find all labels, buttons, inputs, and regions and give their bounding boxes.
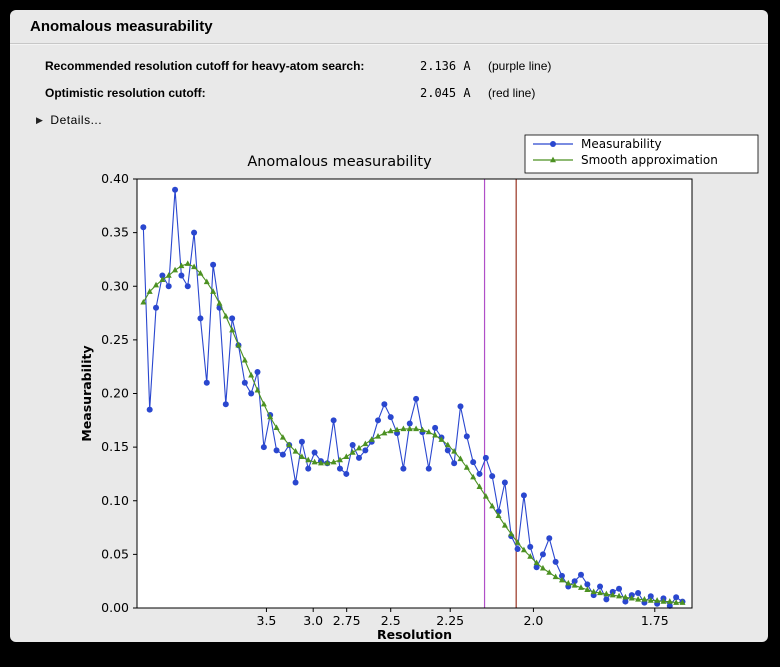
optimistic-cutoff-row: Optimistic resolution cutoff: 2.045 A (r… <box>45 85 753 101</box>
disclosure-triangle-icon: ▶ <box>36 114 44 125</box>
svg-text:2.0: 2.0 <box>523 613 543 628</box>
svg-text:0.30: 0.30 <box>101 278 129 293</box>
chart-title: Anomalous measurability <box>247 154 432 170</box>
plot-area <box>137 179 692 608</box>
svg-text:0.35: 0.35 <box>101 225 129 240</box>
legend-entry-label: Measurability <box>581 137 662 151</box>
anomalous-measurability-panel: Anomalous measurability Recommended reso… <box>10 10 768 642</box>
svg-text:0.15: 0.15 <box>101 439 129 454</box>
svg-text:0.25: 0.25 <box>101 332 129 347</box>
svg-text:0.00: 0.00 <box>101 600 129 615</box>
recommended-cutoff-row: Recommended resolution cutoff for heavy-… <box>45 58 753 74</box>
title-divider <box>10 43 768 45</box>
svg-text:3.5: 3.5 <box>257 613 277 628</box>
svg-text:1.75: 1.75 <box>641 613 669 628</box>
svg-text:0.10: 0.10 <box>101 493 129 508</box>
svg-text:3.0: 3.0 <box>303 613 323 628</box>
optimistic-cutoff-label: Optimistic resolution cutoff: <box>45 86 206 100</box>
details-label: Details... <box>50 113 103 127</box>
recommended-cutoff-label: Recommended resolution cutoff for heavy-… <box>45 59 365 73</box>
svg-text:2.5: 2.5 <box>381 613 401 628</box>
y-axis-label: Measurability <box>79 345 94 441</box>
chart-figure: 0.00 0.05 0.10 0.15 0.20 0.25 0.30 0.35 0.40 3.5 3… <box>30 128 768 642</box>
page-title: Anomalous measurability <box>30 18 213 35</box>
svg-text:2.25: 2.25 <box>436 613 464 628</box>
recommended-cutoff-value: 2.136 A <box>420 59 471 73</box>
smooth-approximation-series <box>140 260 686 605</box>
svg-text:0.40: 0.40 <box>101 171 129 186</box>
svg-text:0.20: 0.20 <box>101 386 129 401</box>
measurability-series <box>140 186 686 609</box>
details-disclosure[interactable]: ▶ Details... <box>36 113 102 127</box>
legend-entry-label: Smooth approximation <box>581 153 718 167</box>
svg-text:2.75: 2.75 <box>333 613 361 628</box>
svg-text:0.05: 0.05 <box>101 546 129 561</box>
legend-box <box>524 134 759 174</box>
x-axis-label: Resolution <box>377 627 452 642</box>
measurability-chart: 0.00 0.05 0.10 0.15 0.20 0.25 0.30 0.35 0.40 3.5 3… <box>79 134 759 642</box>
recommended-cutoff-note: (purple line) <box>488 59 552 73</box>
optimistic-cutoff-note: (red line) <box>488 86 536 100</box>
optimistic-cutoff-value: 2.045 A <box>420 86 471 100</box>
